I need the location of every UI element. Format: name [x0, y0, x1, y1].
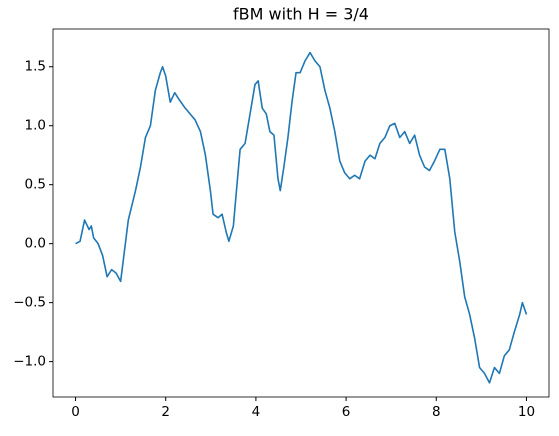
x-tick-label: 0 — [71, 404, 80, 420]
y-tick-label: 0.0 — [25, 236, 46, 252]
y-tick-label: 1.0 — [25, 118, 46, 134]
axes-frame — [52, 28, 550, 398]
y-tick-label: 0.5 — [25, 177, 46, 193]
y-tick-label: −0.5 — [13, 295, 46, 311]
y-tick-label: 1.5 — [25, 59, 46, 75]
x-tick-label: 2 — [161, 404, 170, 420]
y-tick-label: −1.0 — [13, 354, 46, 370]
x-tick-label: 10 — [518, 404, 535, 420]
data-line — [75, 51, 528, 384]
chart-title: fBM with H = 3/4 — [233, 5, 369, 24]
x-tick-label: 6 — [342, 404, 351, 420]
x-tick-label: 8 — [432, 404, 441, 420]
x-tick-label: 4 — [252, 404, 261, 420]
